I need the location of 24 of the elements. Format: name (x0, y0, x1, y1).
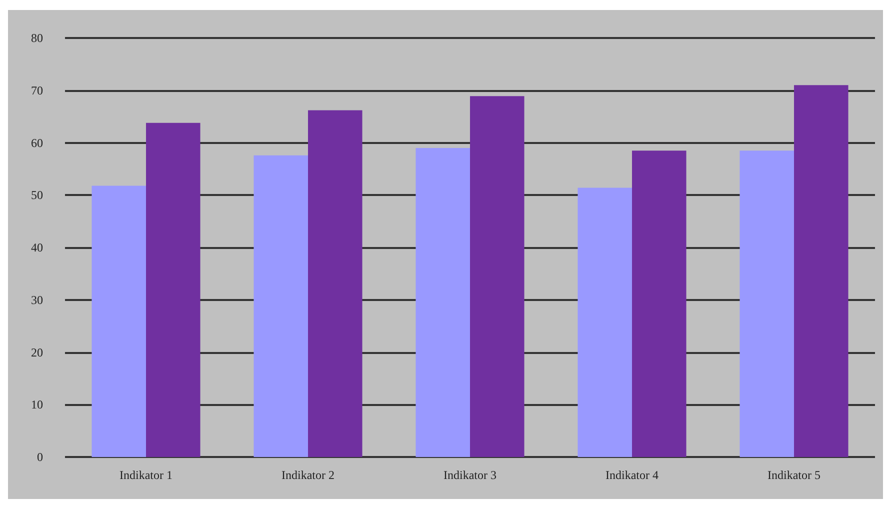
x-tick-label: Indikator 1 (120, 468, 172, 482)
y-tick-label: 70 (31, 83, 43, 98)
y-tick-label: 40 (31, 240, 43, 254)
bar (578, 188, 632, 457)
bar (794, 85, 848, 457)
x-tick-label: Indikator 4 (606, 468, 658, 482)
bar (254, 155, 308, 457)
bar (632, 150, 686, 457)
y-tick-label: 10 (31, 398, 43, 412)
x-tick-label: Indikator 5 (768, 468, 820, 482)
y-tick-label: 80 (31, 31, 43, 45)
bar (740, 150, 794, 457)
y-tick-label: 30 (31, 292, 43, 307)
bar (416, 148, 470, 457)
bar (470, 96, 524, 457)
y-tick-label: 20 (31, 345, 43, 360)
y-tick-label: 0 (37, 450, 43, 464)
bar (92, 186, 146, 457)
bar (146, 122, 200, 457)
x-tick-label: Indikator 2 (282, 468, 334, 482)
y-tick-label: 50 (31, 188, 43, 202)
y-tick-label: 60 (31, 136, 43, 150)
x-tick-label: Indikator 3 (444, 468, 496, 482)
bar (308, 110, 362, 457)
